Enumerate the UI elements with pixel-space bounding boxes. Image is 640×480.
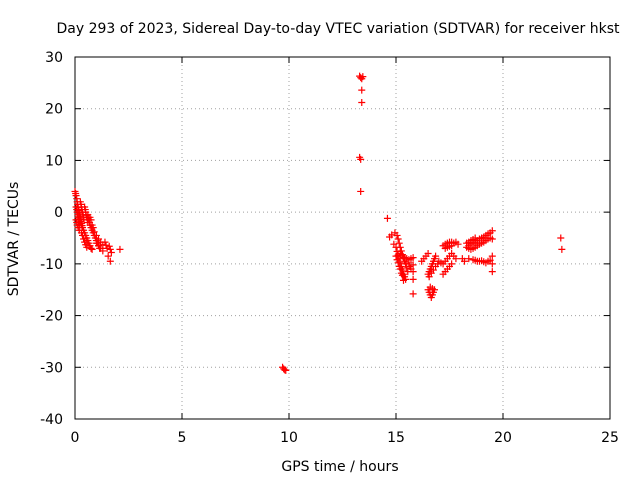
data-point — [357, 187, 365, 195]
x-tick-label: 10 — [280, 430, 298, 446]
data-point — [393, 256, 401, 264]
x-tick-label: 20 — [494, 430, 512, 446]
x-tick-label: 25 — [601, 430, 619, 446]
data-point — [396, 265, 404, 273]
data-point — [80, 235, 88, 243]
data-point — [409, 261, 417, 269]
data-point — [488, 268, 496, 276]
data-point — [88, 245, 96, 253]
data-point — [90, 228, 98, 236]
data-point — [488, 235, 496, 243]
data-points — [71, 72, 566, 374]
data-point — [78, 231, 86, 239]
data-point — [398, 271, 406, 279]
y-axis-label: SDTVAR / TECUs — [6, 182, 22, 297]
data-point — [106, 257, 114, 265]
data-point — [424, 250, 432, 258]
y-tick-label: -30 — [40, 360, 63, 376]
data-point — [83, 243, 91, 251]
data-point — [106, 245, 114, 253]
y-tick-label: 10 — [45, 153, 63, 169]
data-point — [488, 252, 496, 260]
x-tick-label: 15 — [387, 430, 405, 446]
y-tick-label: -40 — [40, 412, 63, 428]
data-point — [87, 216, 95, 224]
data-point — [101, 238, 109, 246]
data-point — [396, 243, 404, 251]
data-point — [488, 227, 496, 235]
x-tick-label: 5 — [178, 430, 187, 446]
data-point — [405, 259, 413, 267]
data-point — [409, 290, 417, 298]
data-point — [471, 234, 479, 242]
y-tick-label: 30 — [45, 50, 63, 66]
data-point — [383, 214, 391, 222]
data-point — [102, 241, 110, 249]
data-point — [72, 192, 80, 200]
data-point — [393, 231, 401, 239]
data-point — [105, 242, 113, 250]
data-point — [402, 260, 410, 268]
data-point — [465, 255, 473, 263]
data-point — [452, 255, 460, 263]
data-point — [448, 260, 456, 268]
data-point — [409, 275, 417, 283]
data-point — [89, 224, 97, 232]
y-tick-label: 20 — [45, 102, 63, 118]
data-point — [428, 285, 436, 293]
data-point — [392, 252, 400, 260]
data-point — [425, 273, 433, 281]
data-point — [282, 366, 290, 374]
x-tick-label: 0 — [71, 430, 80, 446]
data-point — [409, 268, 417, 276]
data-point — [358, 99, 366, 107]
data-point — [557, 234, 565, 242]
grid — [75, 57, 610, 419]
data-point — [460, 257, 468, 265]
chart-title: Day 293 of 2023, Sidereal Day-to-day VTE… — [57, 21, 620, 37]
data-point — [409, 254, 417, 262]
y-tick-label: -10 — [40, 257, 63, 273]
y-tick-label: 0 — [54, 205, 63, 221]
data-point — [403, 264, 411, 272]
data-point — [99, 247, 107, 255]
data-point — [448, 242, 456, 250]
data-point — [357, 155, 365, 163]
y-tick-label: -20 — [40, 309, 63, 325]
data-point — [359, 73, 367, 81]
data-point — [107, 248, 115, 256]
data-point — [488, 260, 496, 268]
data-point — [87, 244, 95, 252]
data-point — [394, 259, 402, 267]
data-point — [486, 256, 494, 264]
data-point — [432, 252, 440, 260]
plot-frame — [74, 56, 611, 420]
x-axis-label: GPS time / hours — [281, 459, 398, 475]
data-point — [558, 245, 566, 253]
data-point — [92, 231, 100, 239]
data-point — [358, 86, 366, 94]
data-point — [394, 235, 402, 243]
data-point — [116, 245, 124, 253]
data-point — [454, 240, 462, 248]
data-point — [104, 252, 112, 260]
axis-ticks: 0 5 10 15 20 25 30 20 10 0 -10 -20 -30 -40 — [40, 50, 619, 446]
data-point — [395, 239, 403, 247]
data-point — [429, 266, 437, 274]
data-point — [399, 276, 407, 284]
